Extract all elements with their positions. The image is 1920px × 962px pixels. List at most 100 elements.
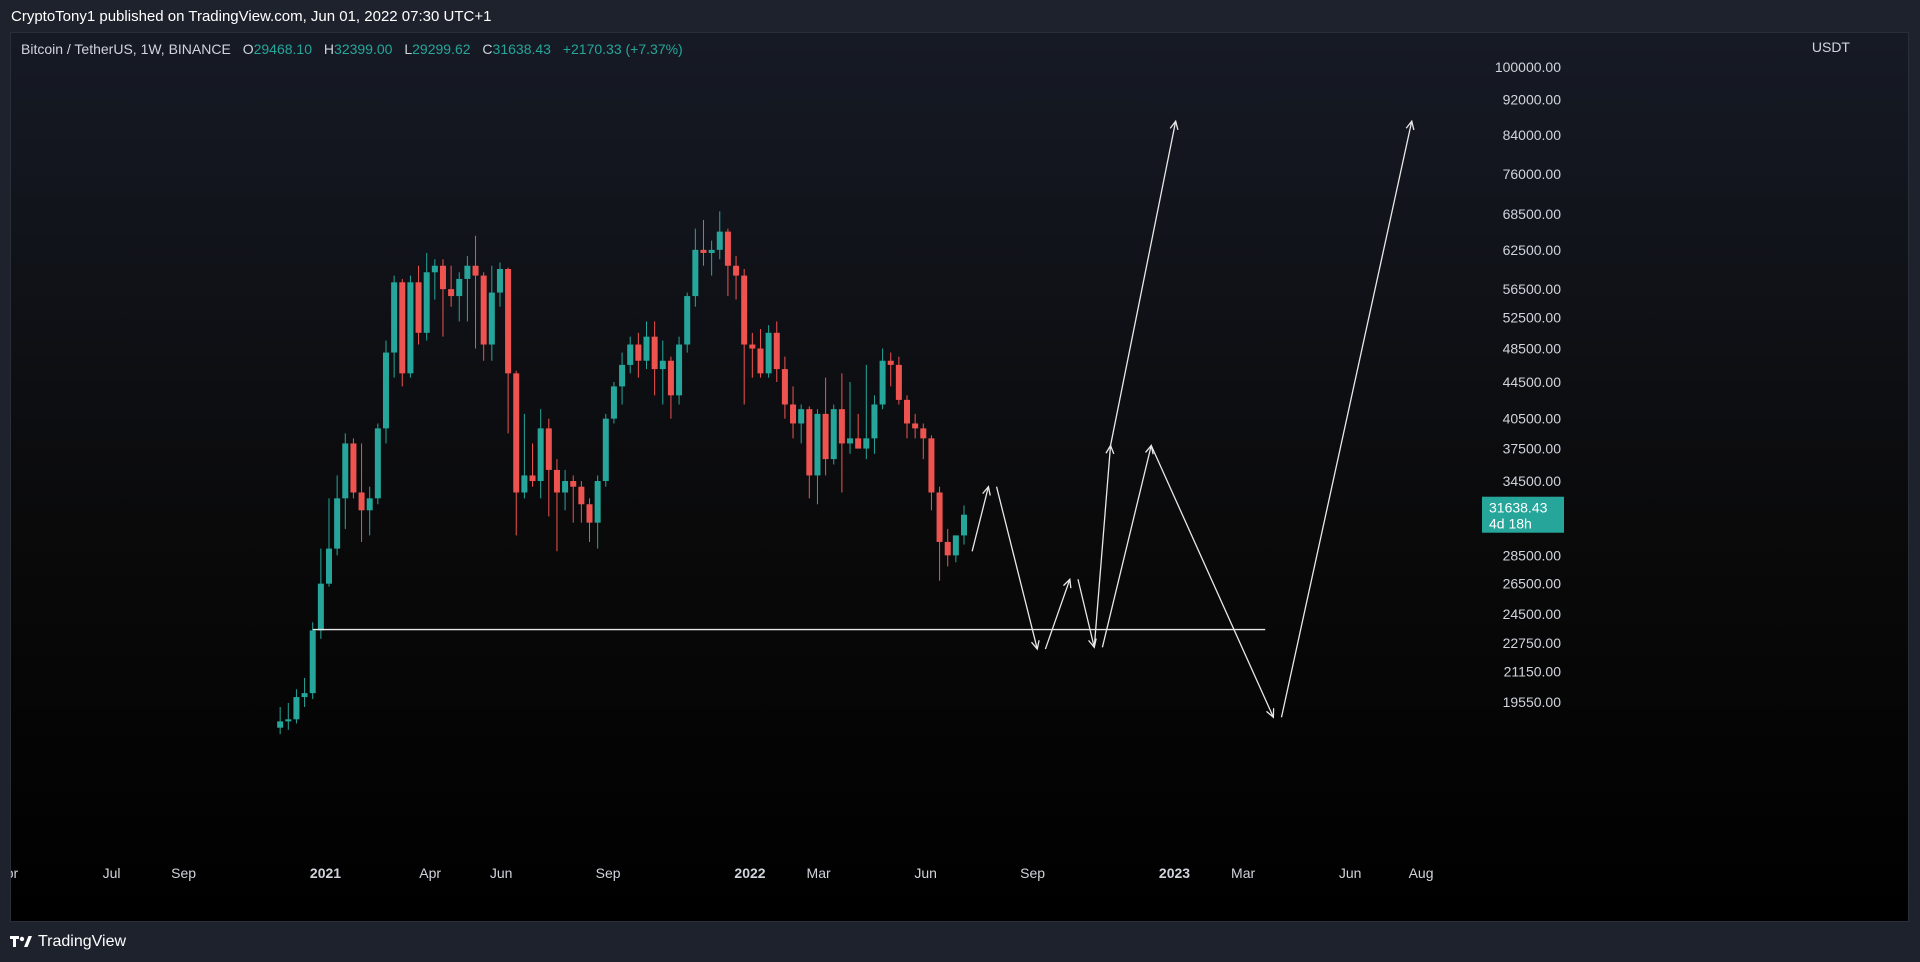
candle-body bbox=[317, 583, 324, 631]
candle-body bbox=[757, 348, 764, 374]
last-price-badge bbox=[1482, 496, 1564, 533]
candle-body bbox=[399, 282, 406, 374]
candle-body bbox=[358, 492, 365, 511]
candle-body bbox=[773, 332, 780, 370]
candle-body bbox=[920, 428, 927, 439]
candle-body bbox=[456, 278, 463, 297]
candle-body bbox=[643, 336, 650, 361]
price-axis-label: 34500.00 bbox=[1503, 473, 1562, 489]
price-axis-label: 48500.00 bbox=[1503, 341, 1562, 357]
candle-body bbox=[374, 428, 381, 499]
candle-body bbox=[928, 438, 935, 493]
candle-body bbox=[667, 360, 674, 396]
candle-body bbox=[790, 404, 797, 424]
candle-body bbox=[822, 413, 829, 460]
arrow-head bbox=[1405, 119, 1415, 131]
candle-body bbox=[513, 373, 520, 493]
candle-body bbox=[912, 423, 919, 429]
time-axis-label: pr bbox=[11, 865, 18, 881]
high-label: H bbox=[323, 41, 335, 57]
time-axis-label: Apr bbox=[419, 865, 441, 881]
candle-body bbox=[488, 292, 495, 345]
price-axis-unit: USDT bbox=[1811, 39, 1850, 55]
price-axis-label: 56500.00 bbox=[1503, 281, 1562, 297]
open-label: O bbox=[242, 41, 254, 57]
candle-body bbox=[342, 443, 349, 499]
change-value: +2170.33 (+7.37%) bbox=[562, 41, 683, 57]
candle-body bbox=[553, 469, 560, 493]
projection-path-a-segment bbox=[1109, 121, 1177, 446]
price-axis-label: 22750.00 bbox=[1503, 635, 1562, 651]
projection-path-b-segment bbox=[1150, 445, 1274, 718]
price-axis-label: 84000.00 bbox=[1503, 127, 1562, 143]
publisher-bar: CryptoTony1 published on TradingView.com… bbox=[0, 0, 1920, 32]
arrow-head bbox=[1062, 577, 1072, 589]
candle-body bbox=[700, 249, 707, 253]
candle-body bbox=[382, 352, 389, 429]
projection-path-a-segment bbox=[1044, 579, 1071, 650]
projection-path-a-segment bbox=[971, 486, 990, 552]
candle-body bbox=[659, 360, 666, 370]
chart-pane[interactable]: 100000.00 92000.00 84000.00 76000.00 68500.0… bbox=[10, 32, 1909, 922]
price-axis-label: 21150.00 bbox=[1504, 663, 1562, 679]
arrow-head bbox=[1031, 640, 1040, 651]
candle-body bbox=[781, 369, 788, 405]
candle-body bbox=[749, 344, 756, 349]
candle-body bbox=[904, 399, 911, 424]
candle-body bbox=[431, 265, 438, 273]
time-axis-label: Aug bbox=[1409, 865, 1434, 881]
candlestick-chart[interactable]: 100000.00 92000.00 84000.00 76000.00 68500.0… bbox=[11, 33, 1909, 922]
price-axis-label: 28500.00 bbox=[1503, 547, 1562, 563]
low-label: L bbox=[404, 41, 413, 57]
time-axis-label: Jun bbox=[1339, 865, 1362, 881]
close-value: 31638.43 bbox=[492, 41, 551, 57]
candle-body bbox=[423, 272, 430, 333]
price-axis-label: 52500.00 bbox=[1503, 310, 1562, 326]
time-axis-label: Jun bbox=[914, 865, 937, 881]
last-price-value: 31638.43 bbox=[1489, 500, 1548, 516]
candle-body bbox=[684, 296, 691, 345]
candle-body bbox=[855, 438, 862, 449]
candle-body bbox=[733, 265, 740, 276]
candle-body bbox=[472, 265, 479, 276]
low-value: 29299.62 bbox=[412, 41, 471, 57]
candle-body bbox=[496, 268, 503, 293]
time-axis-label: Jun bbox=[490, 865, 513, 881]
projection-path-a-segment bbox=[1093, 445, 1112, 648]
candle-body bbox=[952, 535, 959, 556]
tradingview-logo[interactable]: TradingView bbox=[10, 933, 126, 951]
candle-body bbox=[277, 721, 284, 728]
candle-body bbox=[301, 693, 308, 698]
tradingview-brand: TradingView bbox=[38, 933, 127, 950]
candle-body bbox=[366, 498, 373, 511]
candle-body bbox=[838, 409, 845, 444]
candle-body bbox=[716, 231, 723, 250]
candle-body bbox=[448, 289, 455, 297]
price-axis-label: 68500.00 bbox=[1503, 206, 1562, 222]
candle-body bbox=[562, 481, 569, 493]
candle-body bbox=[863, 438, 870, 449]
high-value: 32399.00 bbox=[334, 41, 393, 57]
price-axis-label: 92000.00 bbox=[1503, 91, 1562, 107]
price-axis-label: 40500.00 bbox=[1503, 411, 1562, 427]
close-label: C bbox=[482, 41, 493, 57]
arrow-head bbox=[1266, 708, 1275, 719]
price-axis-label: 62500.00 bbox=[1503, 242, 1562, 258]
candle-body bbox=[326, 548, 332, 584]
price-axis-label: 19550.00 bbox=[1503, 694, 1562, 710]
candle-body bbox=[619, 364, 626, 387]
candle-body bbox=[635, 344, 642, 361]
candle-body bbox=[847, 438, 854, 444]
symbol-legend: Bitcoin / TetherUS, 1W, BINANCE O29468.1… bbox=[21, 41, 683, 57]
candle-body bbox=[415, 282, 422, 333]
time-axis-label: Mar bbox=[1231, 865, 1255, 881]
candle-body bbox=[724, 231, 731, 266]
candle-body bbox=[741, 275, 748, 345]
price-axis-label: 26500.00 bbox=[1503, 576, 1562, 592]
price-axis-label: 24500.00 bbox=[1503, 606, 1562, 622]
time-axis-label: Mar bbox=[807, 865, 831, 881]
candle-body bbox=[407, 282, 414, 374]
candle-body bbox=[480, 275, 487, 345]
symbol-title[interactable]: Bitcoin / TetherUS, 1W, BINANCE bbox=[21, 41, 231, 57]
candle-body bbox=[627, 344, 634, 365]
